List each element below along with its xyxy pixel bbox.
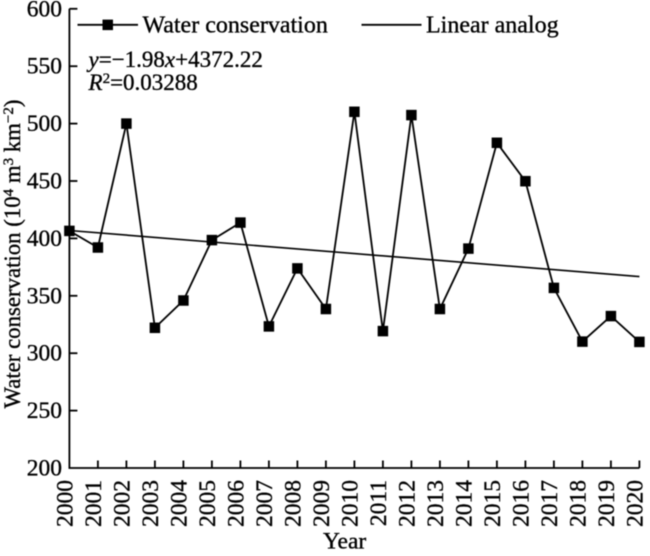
svg-text:600: 600 xyxy=(27,0,62,22)
svg-text:2008: 2008 xyxy=(281,480,307,527)
svg-text:2020: 2020 xyxy=(623,480,649,527)
svg-text:2013: 2013 xyxy=(423,480,449,527)
svg-text:Water conservation (104 m3 km−: Water conservation (104 m3 km−2) xyxy=(0,100,25,409)
svg-text:2015: 2015 xyxy=(480,480,506,527)
svg-text:2002: 2002 xyxy=(110,480,136,527)
svg-text:y=−1.98x+4372.22: y=−1.98x+4372.22 xyxy=(87,47,263,72)
svg-text:200: 200 xyxy=(27,456,62,482)
svg-text:2009: 2009 xyxy=(309,480,335,527)
svg-text:2014: 2014 xyxy=(452,480,478,527)
svg-text:450: 450 xyxy=(27,169,62,195)
svg-text:2001: 2001 xyxy=(81,480,107,527)
svg-text:2006: 2006 xyxy=(224,480,250,527)
svg-text:2007: 2007 xyxy=(252,480,278,527)
svg-text:400: 400 xyxy=(27,226,62,252)
svg-text:2019: 2019 xyxy=(594,480,620,527)
svg-text:2016: 2016 xyxy=(509,480,535,527)
svg-text:550: 550 xyxy=(27,54,62,80)
svg-text:2010: 2010 xyxy=(338,480,364,527)
svg-text:Year: Year xyxy=(323,529,366,552)
svg-text:2004: 2004 xyxy=(167,480,193,527)
svg-text:2018: 2018 xyxy=(566,480,592,527)
svg-text:500: 500 xyxy=(27,111,62,137)
svg-text:2017: 2017 xyxy=(537,480,563,527)
svg-text:2000: 2000 xyxy=(53,480,79,527)
svg-text:2003: 2003 xyxy=(138,480,164,527)
svg-text:350: 350 xyxy=(27,283,62,309)
svg-text:Water conservation: Water conservation xyxy=(143,13,328,39)
svg-text:2011: 2011 xyxy=(366,480,392,526)
svg-text:Linear analog: Linear analog xyxy=(426,13,559,39)
svg-text:R2=0.03288: R2=0.03288 xyxy=(88,70,198,95)
svg-text:300: 300 xyxy=(27,341,62,367)
svg-text:250: 250 xyxy=(27,398,62,424)
svg-text:2005: 2005 xyxy=(195,480,221,527)
svg-text:2012: 2012 xyxy=(395,480,421,527)
